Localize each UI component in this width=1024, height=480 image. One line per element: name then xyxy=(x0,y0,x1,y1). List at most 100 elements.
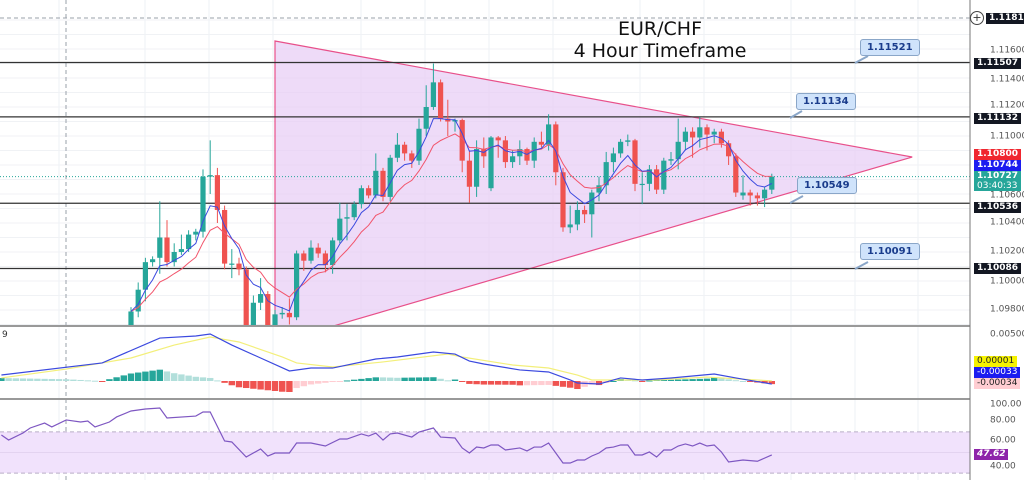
candles-layer xyxy=(128,63,775,325)
macd-histogram-bar xyxy=(610,381,617,382)
candle-body xyxy=(618,141,624,154)
macd-histogram-bar xyxy=(279,381,286,392)
macd-histogram-bar xyxy=(423,377,430,381)
candle-body xyxy=(567,224,573,228)
candle-body xyxy=(517,149,523,157)
macd-histogram-bar xyxy=(221,381,228,383)
macd-histogram-bar xyxy=(379,377,387,381)
slow-ma-label: 1.10800 xyxy=(974,149,1021,160)
macd-histogram-bar xyxy=(509,381,516,385)
chart-subtitle: 4 Hour Timeframe xyxy=(573,40,747,62)
macd-histogram-bar xyxy=(466,381,473,384)
macd-histogram-label: -0.00034 xyxy=(974,378,1021,389)
crosshair-price-label: 1.11815 xyxy=(986,13,1024,24)
candle-body xyxy=(733,156,739,193)
price-tick: 1.11000 xyxy=(990,131,1024,142)
fast-ma-label: 1.10744 xyxy=(974,160,1021,171)
macd-histogram-bar xyxy=(127,373,135,381)
macd-histogram-bar xyxy=(387,377,394,381)
macd-histogram-bar xyxy=(358,378,365,381)
callout-support-1[interactable]: 1.10549 xyxy=(797,177,857,194)
macd-histogram-bar xyxy=(207,377,214,381)
candle-body xyxy=(214,175,220,210)
macd-histogram-bar xyxy=(559,381,567,387)
callout-support-2[interactable]: 1.10091 xyxy=(860,243,920,260)
rsi-tick: 100.00 xyxy=(990,399,1022,410)
candle-body xyxy=(438,82,444,119)
rsi-value-label: 47.62 xyxy=(974,449,1009,460)
macd-histogram-bar xyxy=(639,381,646,382)
candle-body xyxy=(193,231,199,235)
level-label: 1.10086 xyxy=(974,263,1021,274)
macd-histogram-bar xyxy=(235,381,243,388)
rsi-pane xyxy=(0,407,970,474)
macd-signal-line xyxy=(1,336,772,382)
macd-histogram-bar xyxy=(351,379,358,381)
candle-body xyxy=(668,159,674,161)
candle-body xyxy=(200,176,206,232)
macd-histogram-bar xyxy=(77,379,84,381)
macd-histogram-bar xyxy=(214,380,221,382)
callout-resistance-1[interactable]: 1.11521 xyxy=(860,39,920,56)
macd-histogram-bar xyxy=(163,371,171,381)
candle-body xyxy=(682,131,688,142)
candle-body xyxy=(654,169,660,190)
candle-body xyxy=(366,188,372,196)
macd-histogram-bar xyxy=(192,376,199,381)
candle-body xyxy=(301,253,307,261)
macd-histogram-bar xyxy=(682,379,689,381)
macd-histogram-bar xyxy=(63,379,70,381)
candle-body xyxy=(704,127,710,135)
macd-histogram-bar xyxy=(732,380,739,382)
macd-histogram-bar xyxy=(516,381,523,386)
macd-histogram-bar xyxy=(41,378,48,381)
macd-histogram-bar xyxy=(113,377,120,381)
candle-body xyxy=(718,131,724,144)
macd-histogram-bar xyxy=(5,378,12,381)
candle-body xyxy=(697,127,703,138)
macd-histogram-bar xyxy=(142,371,149,381)
candle-body xyxy=(747,192,753,196)
callout-resistance-2[interactable]: 1.11134 xyxy=(796,93,856,110)
candle-body xyxy=(603,162,609,186)
candle-body xyxy=(344,217,350,219)
macd-histogram-bar xyxy=(437,378,444,381)
last-price: 1.10727 xyxy=(977,171,1018,181)
candle-body xyxy=(387,157,393,197)
candle-body xyxy=(531,141,537,161)
candle-body xyxy=(740,192,746,196)
candle-body xyxy=(150,259,156,263)
candle-body xyxy=(308,247,314,261)
macd-histogram-bar xyxy=(502,381,509,385)
macd-histogram-bar xyxy=(264,381,271,391)
candle-body xyxy=(171,252,177,263)
candle-body xyxy=(409,153,415,161)
candle-body xyxy=(351,204,357,218)
candle-body xyxy=(157,237,163,258)
macd-histogram-bar xyxy=(135,372,142,381)
add-alert-plus-icon[interactable]: + xyxy=(970,11,984,25)
macd-header: 9 xyxy=(2,330,8,340)
macd-histogram-bar xyxy=(120,375,127,381)
macd-histogram-bar xyxy=(408,377,415,381)
candle-body xyxy=(510,156,516,163)
candle-body xyxy=(330,240,336,266)
macd-histogram-bar xyxy=(185,375,192,381)
candle-body xyxy=(582,209,588,215)
macd-histogram-bar xyxy=(480,381,487,385)
candle-body xyxy=(222,209,228,264)
macd-histogram-bar xyxy=(725,379,732,381)
price-tick: 1.10000 xyxy=(990,276,1024,287)
candle-body xyxy=(337,218,343,241)
macd-histogram-bar xyxy=(250,381,257,389)
candle-body xyxy=(315,247,321,254)
candle-body xyxy=(402,144,408,154)
candle-body xyxy=(135,289,141,312)
macd-histogram-bar xyxy=(487,381,495,385)
candle-body xyxy=(236,263,242,270)
macd-histogram-bar xyxy=(660,379,667,381)
price-tick: 1.10200 xyxy=(990,246,1024,257)
candle-body xyxy=(394,144,400,158)
candle-body xyxy=(380,170,386,197)
